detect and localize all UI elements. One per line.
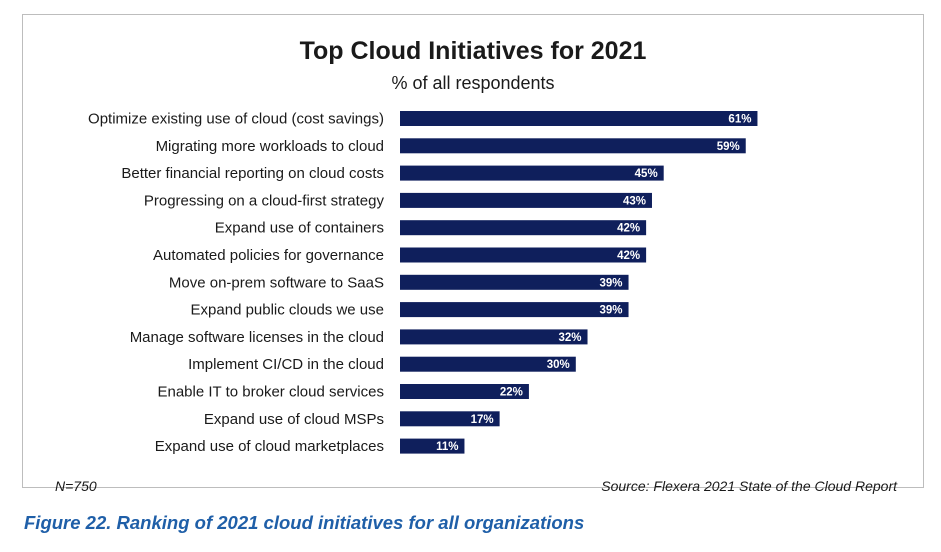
category-label: Expand use of cloud marketplaces [155, 438, 384, 455]
bar [400, 302, 629, 318]
category-label: Enable IT to broker cloud services [157, 384, 384, 401]
chart-frame: Top Cloud Initiatives for 2021 % of all … [22, 14, 924, 494]
sample-size-note: N=750 [55, 478, 97, 494]
value-label: 17% [471, 414, 494, 426]
bar [400, 356, 576, 372]
chart-subtitle: % of all respondents [391, 73, 555, 93]
bar [400, 220, 647, 236]
bar [400, 247, 647, 263]
value-label: 59% [717, 141, 740, 153]
category-label: Expand use of cloud MSPs [204, 411, 384, 428]
bar-chart: Optimize existing use of cloud (cost sav… [88, 111, 758, 455]
category-label: Better financial reporting on cloud cost… [121, 165, 384, 182]
bar [400, 111, 758, 126]
source-note: Source: Flexera 2021 State of the Cloud … [601, 478, 897, 494]
category-label: Optimize existing use of cloud (cost sav… [88, 111, 384, 128]
category-label: Automated policies for governance [153, 247, 384, 264]
bar [400, 192, 652, 208]
bar [400, 411, 500, 427]
value-label: 43% [623, 195, 646, 207]
value-label: 42% [617, 223, 640, 235]
bar [400, 384, 529, 399]
category-label: Expand use of containers [215, 220, 384, 237]
value-label: 22% [500, 387, 523, 399]
value-label: 11% [436, 441, 458, 453]
value-label: 30% [547, 359, 570, 371]
category-label: Progressing on a cloud-first strategy [144, 192, 385, 209]
value-label: 32% [558, 332, 581, 344]
category-label: Move on-prem software to SaaS [169, 274, 384, 291]
bar [400, 274, 629, 290]
value-label: 45% [635, 168, 658, 180]
chart-title: Top Cloud Initiatives for 2021 [299, 37, 647, 65]
category-label: Manage software licenses in the cloud [130, 329, 384, 346]
bar [400, 438, 465, 454]
category-label: Implement CI/CD in the cloud [188, 356, 384, 373]
value-label: 39% [600, 277, 623, 289]
category-label: Expand public clouds we use [191, 302, 384, 319]
bar [400, 165, 664, 181]
figure-caption: Figure 22. Ranking of 2021 cloud initiat… [24, 512, 585, 533]
bar [400, 329, 588, 345]
value-label: 61% [728, 114, 751, 126]
category-label: Migrating more workloads to cloud [156, 138, 384, 155]
value-label: 39% [600, 305, 623, 317]
value-label: 42% [617, 250, 640, 262]
bar [400, 138, 746, 154]
